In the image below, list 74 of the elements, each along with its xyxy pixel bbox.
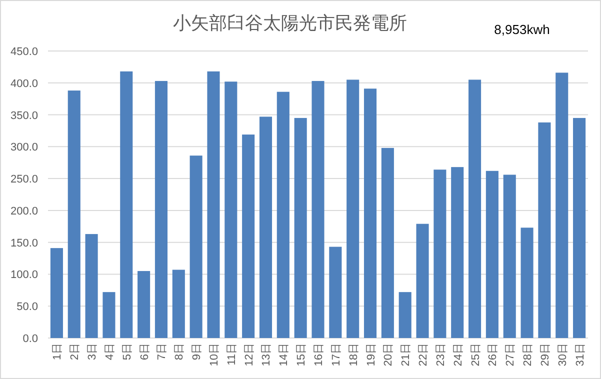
x-tick-label: 4日: [104, 343, 116, 360]
bar: [120, 71, 133, 338]
bar: [102, 292, 116, 338]
y-tick-label: 250.0: [10, 174, 38, 186]
x-tick-label: 25日: [470, 343, 482, 366]
x-tick-label: 11日: [226, 343, 238, 366]
bar: [381, 148, 394, 338]
x-tick-label: 21日: [400, 343, 412, 366]
x-tick-label: 22日: [418, 343, 430, 366]
y-tick-label: 450.0: [10, 46, 38, 58]
bar: [190, 156, 202, 338]
x-tick-label: 24日: [452, 343, 464, 366]
bar: [503, 174, 516, 338]
y-tick-label: 400.0: [10, 78, 38, 90]
x-tick-label: 18日: [348, 343, 360, 366]
x-tick-label: 13日: [260, 343, 273, 366]
bar: [242, 134, 255, 338]
bar: [294, 118, 307, 338]
x-tick-label: 14日: [278, 343, 290, 366]
bar: [85, 234, 98, 338]
bar: [538, 122, 551, 338]
y-tick-label: 0.0: [22, 333, 38, 345]
x-tick-label: 23日: [434, 343, 447, 366]
x-tick-label: 16日: [313, 343, 325, 366]
bar: [276, 92, 290, 338]
x-tick-label: 3日: [86, 343, 99, 360]
bar: [207, 71, 220, 338]
bar: [468, 80, 482, 338]
bar: [364, 88, 377, 338]
bar: [486, 170, 498, 338]
y-tick-label: 150.0: [10, 237, 38, 250]
x-tick-label: 27日: [504, 343, 517, 366]
bar: [434, 170, 446, 338]
x-tick-label: 5日: [121, 343, 134, 360]
x-tick-label: 12日: [243, 343, 256, 366]
x-tick-label: 8日: [174, 343, 186, 360]
x-tick-label: 2日: [69, 343, 82, 360]
x-tick-label: 28日: [522, 343, 534, 366]
x-tick-label: 10日: [208, 343, 220, 366]
bar: [259, 116, 272, 338]
bar: [312, 80, 324, 338]
x-tick-label: 15日: [296, 343, 308, 366]
x-tick-label: 17日: [330, 343, 342, 366]
bar: [138, 271, 150, 338]
y-tick-label: 350.0: [10, 110, 38, 122]
x-tick-label: 19日: [365, 343, 378, 366]
bar: [172, 270, 185, 338]
bar: [451, 167, 464, 338]
bar: [224, 82, 238, 338]
text: 8,953kwh: [494, 22, 550, 37]
x-tick-label: 29日: [539, 343, 552, 366]
y-tick-label: 100.0: [10, 269, 38, 282]
x-tick-label: 31日: [574, 343, 586, 366]
bar: [68, 90, 80, 338]
bar: [573, 118, 586, 338]
y-tick-label: 300.0: [10, 142, 38, 154]
bar: [154, 80, 168, 338]
bar: [416, 224, 429, 338]
x-tick-label: 9日: [191, 343, 204, 360]
bar: [346, 80, 360, 338]
bar: [50, 248, 63, 338]
bar: [556, 72, 568, 338]
x-tick-label: 7日: [156, 343, 168, 360]
bar: [520, 228, 534, 338]
x-tick-label: 30日: [556, 343, 569, 366]
bar: [329, 246, 342, 338]
bar: [398, 292, 412, 338]
y-tick-label: 50.0: [16, 301, 38, 314]
x-tick-label: 26日: [487, 343, 500, 366]
y-tick-label: 200.0: [10, 205, 38, 218]
x-tick-label: 6日: [138, 343, 151, 360]
chart-title: 小矢部臼谷太陽光市民発電所: [173, 13, 407, 33]
x-tick-label: 20日: [382, 343, 395, 366]
x-tick-label: 1日: [52, 343, 64, 360]
